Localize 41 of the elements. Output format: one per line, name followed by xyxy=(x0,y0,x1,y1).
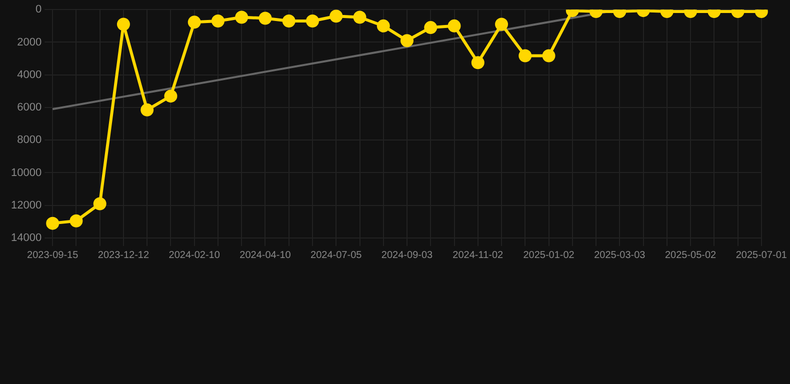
point xyxy=(330,10,343,23)
point xyxy=(353,10,366,24)
point xyxy=(306,14,319,28)
point xyxy=(70,214,83,228)
x-tick-label: 2025-05-02 xyxy=(664,250,717,261)
point xyxy=(46,216,60,230)
point xyxy=(282,14,296,28)
x-tick-label: 2025-07-01 xyxy=(736,250,788,261)
point xyxy=(164,90,178,103)
y-tick-label: 2000 xyxy=(17,36,42,48)
point xyxy=(235,10,248,24)
point xyxy=(93,197,106,210)
point xyxy=(495,18,508,31)
y-tick-label: 10000 xyxy=(10,166,42,179)
point xyxy=(188,16,201,29)
point xyxy=(140,103,154,116)
y-tick-label: 14000 xyxy=(10,232,42,244)
y-tick-label: 4000 xyxy=(17,68,42,81)
point xyxy=(424,21,438,34)
y-tick-label: 0 xyxy=(35,4,42,16)
point xyxy=(518,49,532,62)
x-tick-label: 2024-07-05 xyxy=(310,250,362,261)
point xyxy=(400,34,414,48)
x-tick-label: 2023-09-15 xyxy=(27,250,79,261)
x-tick-label: 2024-11-02 xyxy=(452,250,504,261)
x-tick-label: 2025-01-02 xyxy=(523,250,575,261)
y-tick-label: 8000 xyxy=(17,134,42,146)
y-tick-label: 12000 xyxy=(10,199,42,212)
point xyxy=(542,49,556,62)
point xyxy=(258,12,272,25)
y-tick-label: 6000 xyxy=(17,102,42,114)
x-tick-label: 2024-09-03 xyxy=(381,250,434,261)
point xyxy=(448,19,461,32)
x-tick-label: 2023-12-12 xyxy=(98,250,150,261)
point xyxy=(211,14,224,28)
point xyxy=(116,18,130,31)
x-tick-label: 2025-03-03 xyxy=(594,250,646,261)
point xyxy=(471,56,484,70)
point xyxy=(376,19,390,32)
x-tick-label: 2024-04-10 xyxy=(240,250,292,261)
x-tick-label: 2024-02-10 xyxy=(168,250,220,261)
